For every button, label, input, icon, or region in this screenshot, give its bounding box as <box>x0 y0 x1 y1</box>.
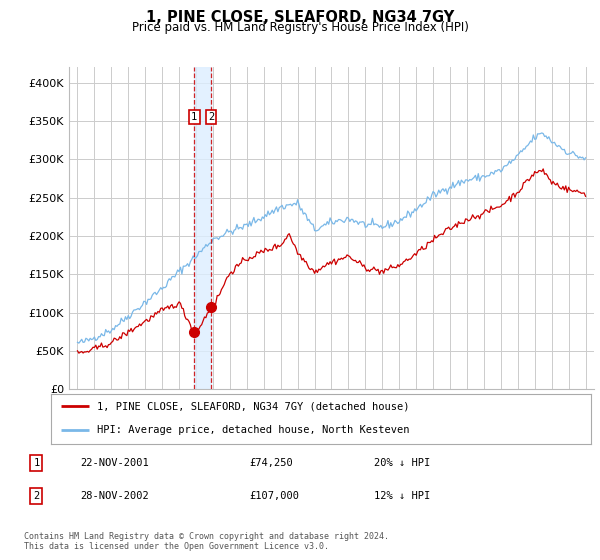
Text: £74,250: £74,250 <box>250 458 293 468</box>
Bar <box>194 67 211 389</box>
Text: 1, PINE CLOSE, SLEAFORD, NG34 7GY (detached house): 1, PINE CLOSE, SLEAFORD, NG34 7GY (detac… <box>97 402 409 412</box>
Text: 28-NOV-2002: 28-NOV-2002 <box>80 491 149 501</box>
Text: 20% ↓ HPI: 20% ↓ HPI <box>374 458 430 468</box>
Text: 1: 1 <box>33 458 40 468</box>
Text: HPI: Average price, detached house, North Kesteven: HPI: Average price, detached house, Nort… <box>97 425 409 435</box>
Text: 12% ↓ HPI: 12% ↓ HPI <box>374 491 430 501</box>
Text: 2: 2 <box>33 491 40 501</box>
Text: 1, PINE CLOSE, SLEAFORD, NG34 7GY: 1, PINE CLOSE, SLEAFORD, NG34 7GY <box>146 10 454 25</box>
Text: Contains HM Land Registry data © Crown copyright and database right 2024.
This d: Contains HM Land Registry data © Crown c… <box>24 532 389 552</box>
Text: 1: 1 <box>191 112 197 122</box>
Text: Price paid vs. HM Land Registry's House Price Index (HPI): Price paid vs. HM Land Registry's House … <box>131 21 469 34</box>
Text: 2: 2 <box>208 112 214 122</box>
Text: 22-NOV-2001: 22-NOV-2001 <box>80 458 149 468</box>
Text: £107,000: £107,000 <box>250 491 299 501</box>
